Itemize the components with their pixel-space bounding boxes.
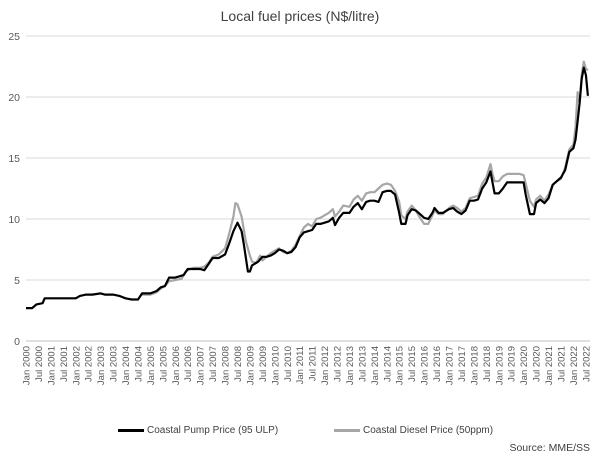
x-tick-label: Jan 2017 [445, 346, 456, 385]
chart-title: Local fuel prices (N$/litre) [220, 8, 380, 24]
x-tick-label: Jul 2009 [258, 346, 269, 382]
source-note: Source: MME/SS [509, 442, 590, 454]
legend-item-pump: Coastal Pump Price (95 ULP) [118, 425, 278, 436]
x-tick-label: Jan 2005 [146, 346, 157, 385]
x-tick-label: Jan 2011 [295, 346, 306, 384]
x-tick-label: Jul 2007 [208, 346, 219, 382]
x-tick-label: Jan 2010 [270, 346, 281, 385]
x-axis-ticks: Jan 2000 Jul 2000 Jan 2001 Jul 2001 Jan 2002… [22, 346, 593, 385]
x-tick-label: Jan 2015 [395, 346, 406, 385]
x-tick-label: Jan 2019 [494, 346, 505, 385]
x-tick-label: Jul 2010 [283, 346, 294, 382]
gridlines [26, 35, 590, 342]
y-tick-label: 20 [8, 92, 20, 104]
x-tick-label: Jan 2002 [71, 346, 82, 385]
y-axis-ticks: 0 5 10 15 20 25 [8, 31, 20, 348]
legend-label-diesel: Coastal Diesel Price (50ppm) [363, 425, 494, 436]
x-tick-label: Jul 2020 [532, 346, 543, 382]
y-tick-label: 0 [14, 336, 20, 348]
series-line-pump [26, 66, 589, 310]
x-tick-label: Jan 2012 [320, 346, 331, 385]
x-tick-label: Jan 2013 [345, 346, 356, 385]
x-tick-label: Jul 2003 [109, 346, 120, 382]
x-tick-label: Jan 2009 [245, 346, 256, 385]
y-tick-label: 5 [14, 275, 20, 287]
x-tick-label: Jul 2022 [581, 346, 592, 382]
x-tick-label: Jul 2000 [34, 346, 45, 382]
legend-item-diesel: Coastal Diesel Price (50ppm) [334, 425, 493, 436]
x-tick-label: Jul 2012 [333, 346, 344, 382]
x-tick-label: Jul 2014 [382, 346, 393, 382]
x-tick-label: Jan 2001 [46, 346, 57, 385]
x-tick-label: Jan 2000 [22, 346, 33, 385]
x-tick-label: Jul 2001 [59, 346, 70, 382]
x-tick-label: Jan 2014 [370, 346, 381, 385]
y-tick-label: 25 [8, 31, 20, 43]
x-tick-label: Jul 2018 [482, 346, 493, 382]
series-lines [26, 60, 589, 310]
y-tick-label: 15 [8, 153, 20, 165]
x-tick-label: Jan 2021 [544, 346, 555, 385]
x-tick-label: Jul 2021 [556, 346, 567, 382]
y-tick-label: 10 [8, 214, 20, 226]
x-tick-label: Jan 2008 [221, 346, 232, 385]
x-tick-label: Jan 2018 [469, 346, 480, 385]
legend-swatch-pump [118, 429, 144, 432]
x-tick-label: Jul 2006 [183, 346, 194, 382]
x-tick-label: Jul 2002 [84, 346, 95, 382]
x-tick-label: Jul 2013 [357, 346, 368, 382]
x-tick-label: Jan 2004 [121, 346, 132, 385]
x-tick-label: Jul 2011 [308, 346, 319, 381]
x-tick-label: Jan 2020 [519, 346, 530, 385]
series-line-diesel [142, 60, 589, 296]
x-tick-label: Jan 2007 [196, 346, 207, 385]
x-tick-label: Jul 2005 [158, 346, 169, 382]
x-tick-label: Jan 2006 [171, 346, 182, 385]
x-tick-label: Jan 2003 [96, 346, 107, 385]
x-tick-label: Jul 2008 [233, 346, 244, 382]
x-tick-label: Jul 2015 [407, 346, 418, 382]
legend-label-pump: Coastal Pump Price (95 ULP) [147, 425, 279, 436]
x-tick-label: Jul 2019 [507, 346, 518, 382]
x-tick-label: Jan 2022 [569, 346, 580, 385]
x-tick-label: Jul 2016 [432, 346, 443, 382]
legend-swatch-diesel [334, 429, 360, 432]
x-tick-label: Jul 2017 [457, 346, 468, 382]
x-tick-label: Jan 2016 [420, 346, 431, 385]
x-tick-label: Jul 2004 [133, 346, 144, 382]
